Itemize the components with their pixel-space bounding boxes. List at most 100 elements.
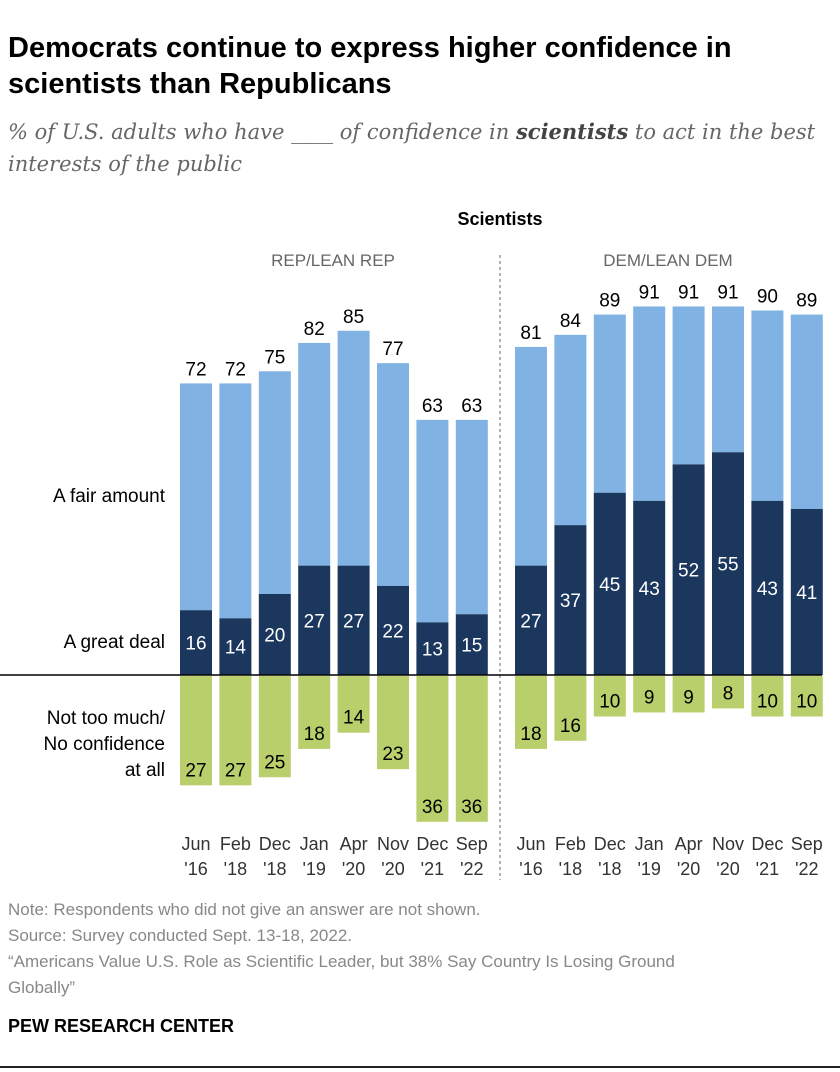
dem-label-total: 91 — [717, 282, 738, 303]
dem-label-not-too-much: 9 — [644, 687, 655, 708]
rep-label-total: 75 — [264, 347, 285, 368]
rep-tick-year: '20 — [342, 859, 365, 879]
rep-label-total: 72 — [185, 359, 206, 380]
rep-bar-great-deal — [416, 622, 449, 675]
dem-bar-fair-amount — [751, 310, 784, 501]
dem-tick-month: Nov — [712, 834, 744, 854]
rep-tick-year: '20 — [381, 859, 404, 879]
dem-tick-month: Feb — [555, 834, 586, 854]
rep-tick-year: '18 — [263, 859, 286, 879]
rep-label-total: 72 — [225, 359, 246, 380]
rep-bar-not-too-much — [337, 676, 370, 733]
rep-label-total: 63 — [461, 396, 482, 417]
dem-bar-great-deal — [672, 464, 705, 675]
subtitle-bold: scientists — [515, 119, 629, 144]
subtitle-pre: % of U.S. adults who have ____ of confid… — [8, 120, 516, 144]
rep-label-great-deal: 27 — [304, 611, 325, 632]
dem-bar-fair-amount — [593, 314, 626, 493]
rep-label-not-too-much: 25 — [264, 752, 285, 773]
rep-label-not-too-much: 36 — [422, 797, 443, 818]
dem-label-not-too-much: 10 — [757, 692, 778, 713]
dem-label-great-deal: 37 — [560, 591, 581, 612]
rep-label-not-too-much: 27 — [185, 760, 206, 781]
dem-tick-year: '18 — [559, 859, 582, 879]
dem-bar-fair-amount — [554, 334, 587, 526]
footer-report-1: “Americans Value U.S. Role as Scientific… — [8, 952, 675, 971]
dem-label-total: 84 — [560, 311, 582, 332]
rep-bar-fair-amount — [180, 383, 212, 611]
dem-bar-not-too-much — [790, 676, 823, 717]
rep-bar-great-deal — [219, 618, 252, 675]
rep-bar-not-too-much — [455, 676, 488, 822]
footer-note: Note: Respondents who did not give an an… — [8, 900, 481, 919]
dem-bar-great-deal — [751, 500, 784, 675]
rep-tick-year: '18 — [224, 859, 247, 879]
rep-tick-month: Sep — [456, 834, 488, 854]
dem-tick-month: Sep — [791, 834, 823, 854]
footer-report-2: Globally” — [8, 978, 76, 997]
row-label-fair-amount: A fair amount — [53, 486, 166, 507]
rep-bar-fair-amount — [219, 383, 252, 619]
dem-label-great-deal: 43 — [639, 579, 660, 600]
subtitle-post: to act in the best interests of the publ… — [8, 120, 816, 176]
rep-label-great-deal: 15 — [461, 636, 482, 657]
dem-bar-not-too-much — [554, 676, 587, 741]
rep-tick-month: Apr — [340, 834, 368, 854]
dem-bar-great-deal — [593, 492, 626, 675]
dem-tick-year: '20 — [677, 859, 700, 879]
rep-tick-year: '21 — [421, 859, 444, 879]
dem-bar-not-too-much — [672, 676, 705, 713]
rep-bar-great-deal — [298, 565, 331, 675]
dem-bar-fair-amount — [515, 346, 547, 566]
dem-tick-year: '21 — [756, 859, 779, 879]
bottom-rule — [0, 1066, 840, 1068]
dem-bar-not-too-much — [712, 676, 744, 709]
rep-label-great-deal: 14 — [225, 638, 247, 659]
dem-bar-great-deal — [633, 500, 666, 675]
dem-label-not-too-much: 16 — [560, 716, 581, 737]
rep-label-total: 85 — [343, 307, 364, 328]
dem-tick-year: '19 — [637, 859, 660, 879]
rep-label-not-too-much: 18 — [304, 724, 325, 745]
dem-bar-fair-amount — [672, 306, 705, 465]
dem-label-great-deal: 55 — [717, 555, 738, 576]
row-label-great-deal: A great deal — [64, 632, 165, 653]
dem-label-great-deal: 45 — [599, 575, 620, 596]
rep-bar-great-deal — [337, 565, 370, 675]
dem-tick-year: '16 — [519, 859, 542, 879]
rep-tick-year: '19 — [302, 859, 325, 879]
dem-bar-great-deal — [515, 565, 547, 675]
rep-label-great-deal: 13 — [422, 640, 443, 661]
rep-label-great-deal: 16 — [185, 634, 206, 655]
dem-label-total: 91 — [639, 282, 660, 303]
dem-label-not-too-much: 10 — [796, 692, 817, 713]
dem-bar-not-too-much — [751, 676, 784, 717]
panel-label-dem: DEM/LEAN DEM — [603, 251, 732, 270]
rep-tick-month: Nov — [377, 834, 409, 854]
dem-tick-year: '22 — [795, 859, 818, 879]
rep-label-total: 63 — [422, 396, 443, 417]
dem-tick-month: Jun — [516, 834, 545, 854]
stacked-bar-chart: Scientists REP/LEAN REP DEM/LEAN DEM A f… — [0, 209, 823, 880]
rep-label-great-deal: 27 — [343, 611, 364, 632]
footer-source: Source: Survey conducted Sept. 13-18, 20… — [8, 926, 353, 945]
dem-bar-not-too-much — [633, 676, 666, 713]
rep-label-not-too-much: 23 — [382, 744, 403, 765]
rep-tick-year: '22 — [460, 859, 483, 879]
rep-bar-great-deal — [180, 610, 212, 675]
panel-label-rep: REP/LEAN REP — [271, 251, 395, 270]
rep-tick-year: '16 — [184, 859, 207, 879]
chart-subtitle: % of U.S. adults who have ____ of confid… — [8, 116, 828, 180]
rep-label-not-too-much: 27 — [225, 760, 246, 781]
rep-bar-great-deal — [455, 614, 488, 675]
dem-label-great-deal: 52 — [678, 561, 699, 582]
rep-bar-not-too-much — [180, 676, 212, 786]
rep-bar-great-deal — [258, 594, 291, 675]
dem-tick-month: Jan — [635, 834, 664, 854]
rep-bar-fair-amount — [337, 330, 370, 566]
dem-bar-not-too-much — [593, 676, 626, 717]
dem-label-not-too-much: 10 — [599, 692, 620, 713]
rep-bar-not-too-much — [298, 676, 331, 749]
rep-label-not-too-much: 36 — [461, 797, 482, 818]
